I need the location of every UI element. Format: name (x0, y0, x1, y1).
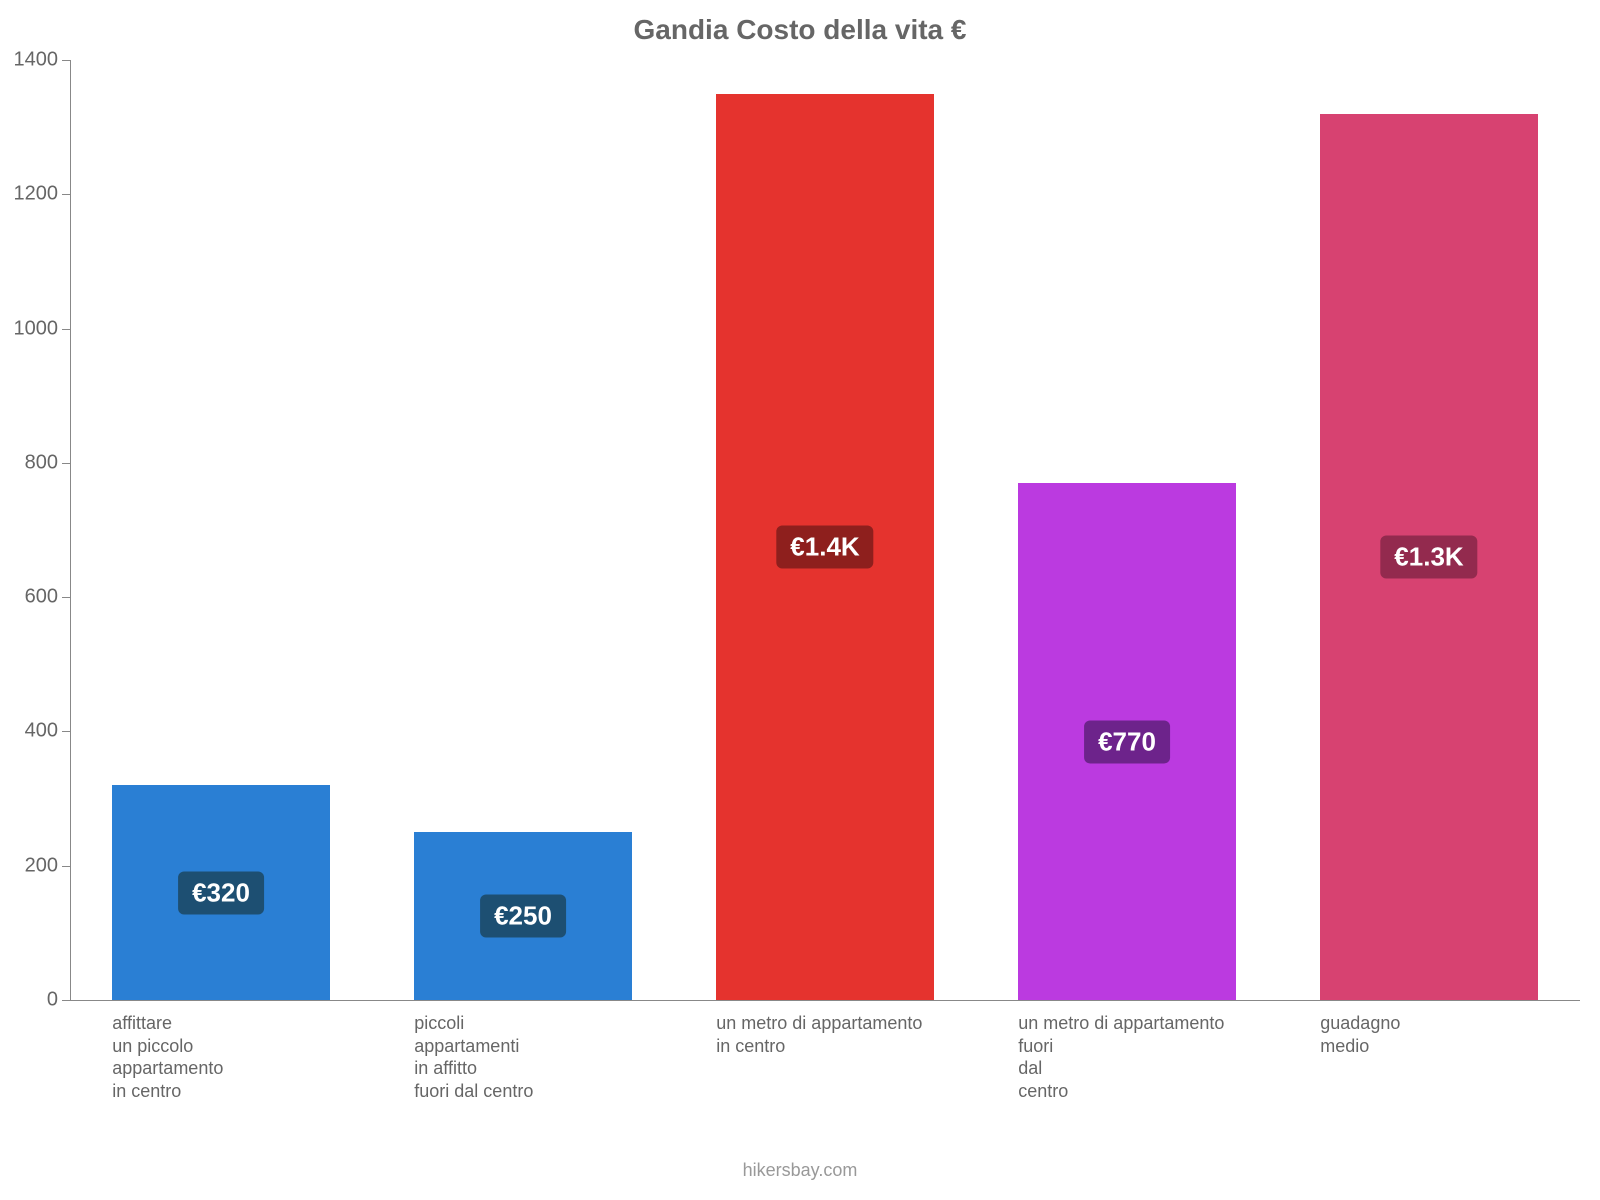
y-tick-label: 400 (10, 720, 58, 743)
bar-value-label: €1.3K (1380, 535, 1477, 578)
x-category-label: affittare un piccolo appartamento in cen… (112, 1012, 223, 1102)
y-tick-label: 0 (10, 989, 58, 1012)
x-category-label: un metro di appartamento fuori dal centr… (1018, 1012, 1224, 1102)
y-tick-mark (62, 1000, 70, 1001)
y-tick-mark (62, 194, 70, 195)
bar-value-label: €770 (1084, 720, 1170, 763)
y-axis-line (70, 60, 71, 1000)
y-tick-label: 800 (10, 451, 58, 474)
y-tick-mark (62, 731, 70, 732)
x-category-label: piccoli appartamenti in affitto fuori da… (414, 1012, 533, 1102)
y-tick-mark (62, 329, 70, 330)
y-tick-label: 1200 (10, 183, 58, 206)
chart-footer: hikersbay.com (0, 1160, 1600, 1181)
y-tick-mark (62, 866, 70, 867)
y-tick-mark (62, 60, 70, 61)
bar-value-label: €320 (178, 871, 264, 914)
y-tick-label: 600 (10, 586, 58, 609)
x-axis-line (70, 1000, 1580, 1001)
plot-area: 0200400600800100012001400€320affittare u… (70, 60, 1580, 1000)
x-category-label: un metro di appartamento in centro (716, 1012, 922, 1057)
y-tick-mark (62, 463, 70, 464)
y-tick-label: 1400 (10, 49, 58, 72)
bar-value-label: €1.4K (776, 525, 873, 568)
y-tick-mark (62, 597, 70, 598)
y-tick-label: 1000 (10, 317, 58, 340)
y-tick-label: 200 (10, 854, 58, 877)
cost-of-living-chart: Gandia Costo della vita € 02004006008001… (0, 0, 1600, 1200)
bar-value-label: €250 (480, 895, 566, 938)
x-category-label: guadagno medio (1320, 1012, 1400, 1057)
chart-title: Gandia Costo della vita € (0, 14, 1600, 46)
